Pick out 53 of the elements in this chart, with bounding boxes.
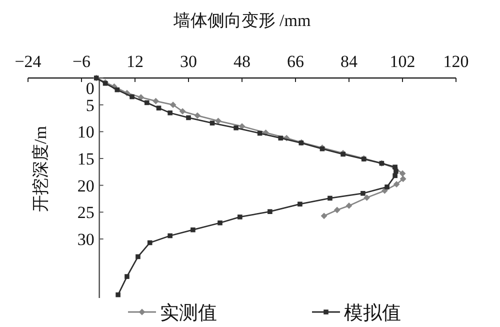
point — [124, 274, 130, 279]
point — [130, 94, 134, 100]
point — [215, 118, 222, 124]
y-tick-label: 5 — [86, 96, 94, 115]
y-tick-label: 20 — [77, 176, 94, 196]
x-tick-label: −6 — [72, 52, 91, 71]
point — [147, 240, 152, 246]
point — [186, 115, 191, 120]
y-tick-label: 15 — [77, 149, 94, 168]
point — [360, 190, 366, 196]
point — [116, 292, 120, 298]
point — [384, 184, 390, 190]
point — [190, 227, 196, 232]
y-axis-title: 开挖深度/m — [31, 126, 50, 212]
point — [400, 176, 406, 182]
legend-label: 实测值 — [160, 302, 217, 324]
x-tick-label: 120 — [443, 52, 469, 71]
point — [210, 120, 215, 126]
point — [278, 136, 284, 140]
legend-label: 模拟值 — [344, 303, 401, 324]
point — [136, 254, 140, 260]
point — [218, 220, 222, 226]
point — [268, 209, 272, 214]
point — [194, 112, 201, 119]
x-tick-label: 12 — [126, 52, 144, 71]
point — [234, 126, 238, 130]
y-tick-label: 0 — [86, 79, 94, 98]
x-tick-label: 30 — [180, 52, 197, 71]
point — [399, 170, 406, 177]
x-tick-label: 66 — [287, 52, 304, 71]
point — [392, 173, 398, 178]
point — [298, 202, 302, 206]
point — [170, 102, 176, 108]
y-tick-label: 30 — [77, 230, 94, 249]
point — [144, 100, 150, 106]
x-axis-title: 墙体侧向变形 /mm — [172, 11, 311, 30]
point — [238, 214, 242, 220]
point — [156, 106, 162, 110]
point — [179, 108, 186, 114]
x-tick-label: −24 — [14, 52, 42, 71]
x-tick-label: 84 — [340, 52, 358, 71]
point — [364, 194, 370, 201]
point — [393, 181, 400, 188]
point — [168, 233, 172, 238]
x-tick-label: 102 — [390, 52, 416, 71]
x-tick-label: 48 — [234, 52, 250, 71]
y-tick-label: 25 — [77, 203, 94, 222]
point — [152, 98, 160, 104]
y-tick-label: 10 — [77, 122, 94, 142]
point — [328, 196, 332, 201]
point — [334, 206, 340, 214]
point — [320, 212, 328, 220]
point — [168, 110, 172, 116]
